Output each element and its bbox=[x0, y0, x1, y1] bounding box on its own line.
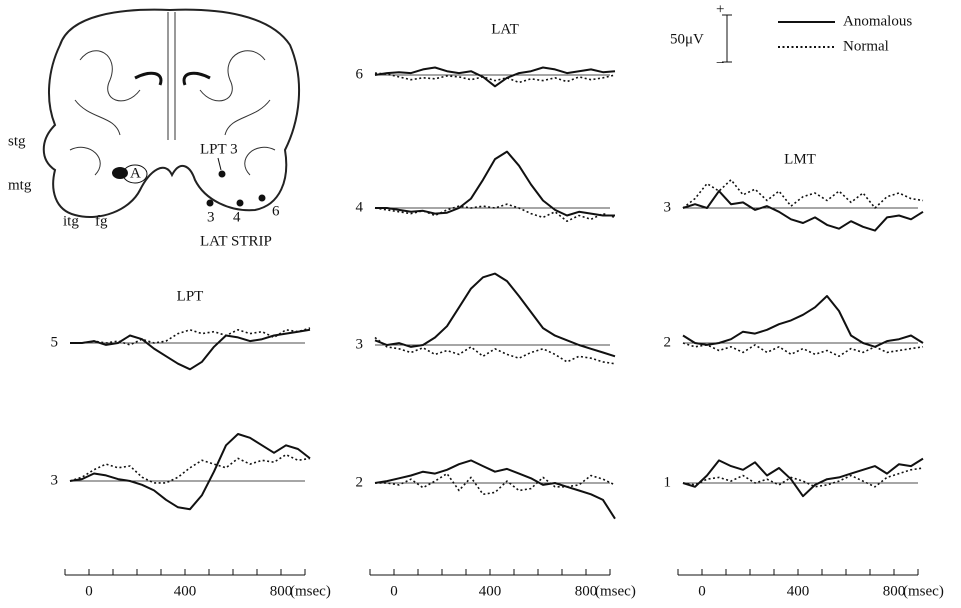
x-tick-label: 400 bbox=[174, 583, 197, 599]
panel-label: 1 bbox=[664, 474, 672, 490]
waveform bbox=[374, 272, 616, 358]
waveform bbox=[69, 453, 311, 484]
waveform bbox=[682, 190, 924, 232]
x-tick-label: 800 bbox=[575, 583, 598, 599]
waveform bbox=[682, 467, 924, 488]
waveform bbox=[682, 179, 924, 209]
x-axis-label: (msec) bbox=[290, 583, 331, 599]
x-tick-label: 0 bbox=[698, 583, 706, 599]
diagram-label: itg bbox=[63, 213, 79, 229]
diagram-label: 4 bbox=[233, 209, 241, 225]
diagram-label: A bbox=[130, 165, 141, 181]
panel-label: 6 bbox=[356, 66, 364, 82]
waveform bbox=[374, 459, 616, 520]
chart-title: LMT bbox=[784, 151, 816, 167]
diagram-label: 6 bbox=[272, 203, 280, 219]
x-tick-label: 0 bbox=[85, 583, 93, 599]
x-tick-label: 800 bbox=[883, 583, 906, 599]
chart-title: LPT bbox=[177, 288, 204, 304]
waveform bbox=[374, 66, 616, 88]
panel-label: 5 bbox=[51, 334, 59, 350]
waveform bbox=[682, 342, 924, 357]
panel-label: 2 bbox=[664, 334, 672, 350]
diagram-label: stg bbox=[8, 133, 26, 149]
panel-label: 2 bbox=[356, 474, 364, 490]
legend-label: Anomalous bbox=[843, 13, 912, 29]
chart-title: LAT bbox=[491, 21, 519, 37]
diagram-label: fg bbox=[95, 213, 108, 229]
waveform bbox=[682, 295, 924, 348]
x-tick-label: 400 bbox=[479, 583, 502, 599]
x-axis-label: (msec) bbox=[903, 583, 944, 599]
waveform bbox=[374, 72, 616, 84]
waveform bbox=[375, 150, 615, 217]
scale-minus: − bbox=[716, 55, 724, 71]
x-tick-label: 0 bbox=[390, 583, 398, 599]
x-tick-label: 400 bbox=[787, 583, 810, 599]
x-axis-label: (msec) bbox=[595, 583, 636, 599]
brain-diagram bbox=[42, 8, 300, 218]
diagram-label: LAT STRIP bbox=[200, 233, 272, 249]
waveform bbox=[70, 328, 311, 371]
waveform bbox=[69, 433, 311, 511]
scale-plus: + bbox=[716, 1, 724, 17]
scale-label: 50μV bbox=[670, 31, 704, 47]
waveform bbox=[374, 336, 616, 365]
diagram-label: 3 bbox=[207, 209, 215, 225]
diagram-label: mtg bbox=[8, 177, 32, 193]
waveform bbox=[375, 472, 616, 496]
panel-label: 4 bbox=[356, 199, 364, 215]
panel-label: 3 bbox=[356, 336, 364, 352]
diagram-label: LPT 3 bbox=[200, 141, 238, 157]
panel-label: 3 bbox=[664, 199, 672, 215]
legend-label: Normal bbox=[843, 38, 889, 54]
waveform bbox=[374, 203, 616, 222]
waveform bbox=[682, 457, 924, 498]
panel-label: 3 bbox=[51, 472, 59, 488]
x-tick-label: 800 bbox=[270, 583, 293, 599]
